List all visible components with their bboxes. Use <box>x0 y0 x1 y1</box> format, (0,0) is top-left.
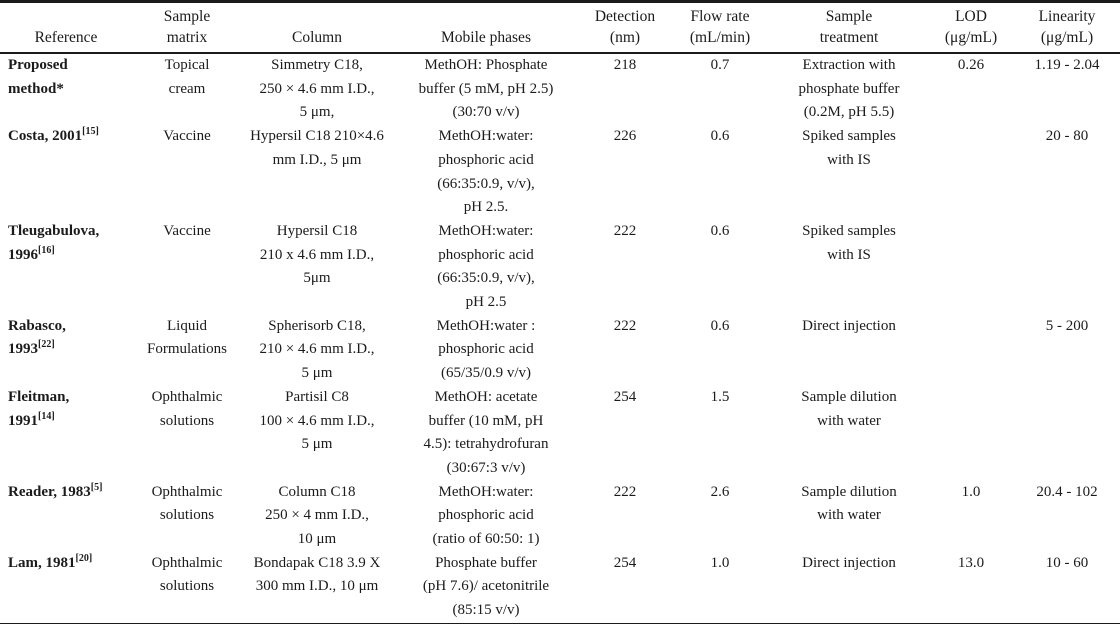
column-cell: Column C18 250 × 4 mm I.D., 10 μm <box>265 483 369 548</box>
reference-cell: Costa, 2001[15] <box>0 125 132 220</box>
sample-matrix-cell: Vaccine <box>163 222 211 239</box>
detection-cell: 254 <box>613 554 637 571</box>
sample-matrix-cell: Liquid Formulations <box>146 317 227 358</box>
flow-rate-cell: 1.5 <box>710 388 730 405</box>
sample-treatment-cell: Spiked samples with IS <box>802 222 896 263</box>
detection-cell: 222 <box>613 222 637 239</box>
sample-matrix-cell: Ophthalmic solutions <box>151 388 223 429</box>
linearity-cell: 20.4 - 102 <box>1036 483 1098 500</box>
column-header-linearity: Linearity (μg/mL) <box>1014 1 1120 54</box>
reference-cell: Reader, 1983[5] <box>0 481 132 552</box>
lod-cell <box>928 315 1014 386</box>
flow-rate-cell: 0.6 <box>710 317 730 334</box>
sample-matrix-cell: Topical cream <box>164 57 210 97</box>
sample-matrix-cell: Ophthalmic solutions <box>151 554 223 595</box>
flow-rate-cell: 0.7 <box>710 57 730 73</box>
sample-matrix-cell: Vaccine <box>163 128 211 145</box>
sample-treatment-cell: Direct injection <box>802 554 896 571</box>
flow-rate-cell: 0.6 <box>710 222 730 239</box>
reference-text: Reader, 1983 <box>8 483 91 500</box>
detection-cell: 226 <box>613 128 637 145</box>
column-header-flow-rate: Flow rate (mL/min) <box>670 1 770 54</box>
flow-rate-cell: 2.6 <box>710 483 730 500</box>
reference-text: Fleitman, 1991 <box>8 388 70 429</box>
column-header-detection: Detection (nm) <box>580 1 670 54</box>
sample-treatment-cell: Direct injection <box>802 317 896 334</box>
linearity-cell: 10 - 60 <box>1045 554 1089 571</box>
linearity-cell: 5 - 200 <box>1045 317 1089 334</box>
detection-cell: 222 <box>613 483 637 500</box>
reference-cell: Lam, 1981[20] <box>0 552 132 624</box>
reference-citation: [15] <box>82 126 99 138</box>
column-cell: Bondapak C18 3.9 X 300 mm I.D., 10 μm <box>253 554 381 595</box>
flow-rate-cell: 1.0 <box>710 554 730 571</box>
reference-citation: [5] <box>90 481 103 493</box>
table-row: Lam, 1981[20] Ophthalmic solutions Bonda… <box>0 552 1120 624</box>
lod-cell <box>928 220 1014 315</box>
reference-citation: [14] <box>38 410 55 422</box>
reference-text: Costa, 2001 <box>8 128 83 145</box>
reference-citation: [22] <box>38 339 55 351</box>
reference-citation: [16] <box>38 244 55 256</box>
table-row: Tleugabulova, 1996[16] Vaccine Hypersil … <box>0 220 1120 315</box>
column-cell: Simmetry C18, 250 × 4.6 mm I.D., 5 μm, <box>259 57 375 121</box>
column-header-column: Column <box>242 1 392 54</box>
reference-cell: Proposed method* <box>0 53 132 125</box>
sample-treatment-cell: Extraction with phosphate buffer (0.2M, … <box>798 57 900 121</box>
detection-cell: 218 <box>613 57 637 73</box>
reference-cell: Fleitman, 1991[14] <box>0 386 132 481</box>
sample-treatment-cell: Spiked samples with IS <box>802 128 896 168</box>
lod-cell <box>928 125 1014 220</box>
column-header-reference: Reference <box>0 1 132 54</box>
lod-cell: 1.0 <box>961 483 981 500</box>
table-header: Reference Sample matrix Column Mobile ph… <box>0 1 1120 54</box>
flow-rate-cell: 0.6 <box>710 128 730 145</box>
mobile-phases-cell: MethOH:water: phosphoric acid (ratio of … <box>432 483 540 548</box>
column-header-sample-matrix: Sample matrix <box>132 1 242 54</box>
linearity-cell: 20 - 80 <box>1045 128 1089 145</box>
sample-treatment-cell: Sample dilution with water <box>801 388 897 429</box>
column-header-mobile-phases: Mobile phases <box>392 1 580 54</box>
reference-text: Tleugabulova, 1996 <box>8 222 100 263</box>
reference-cell: Rabasco, 1993[22] <box>0 315 132 386</box>
table-row: Fleitman, 1991[14] Ophthalmic solutions … <box>0 386 1120 481</box>
sample-treatment-cell: Sample dilution with water <box>801 483 897 524</box>
mobile-phases-cell: MethOH:water: phosphoric acid (66:35:0.9… <box>437 128 535 216</box>
detection-cell: 254 <box>613 388 637 405</box>
mobile-phases-cell: MethOH:water : phosphoric acid (65/35/0.… <box>436 317 536 382</box>
column-header-lod: LOD (μg/mL) <box>928 1 1014 54</box>
reference-text: Rabasco, 1993 <box>8 317 66 358</box>
column-header-sample-treatment: Sample treatment <box>770 1 928 54</box>
column-cell: Partisil C8 100 × 4.6 mm I.D., 5 μm <box>259 388 375 453</box>
table-body: Proposed method* Topical cream Simmetry … <box>0 53 1120 624</box>
mobile-phases-cell: MethOH: acetate buffer (10 mM, pH 4.5): … <box>423 388 549 476</box>
lod-cell: 0.26 <box>957 57 985 73</box>
reference-citation: [20] <box>75 552 93 564</box>
table-row: Reader, 1983[5] Ophthalmic solutions Col… <box>0 481 1120 552</box>
table-row: Rabasco, 1993[22] Liquid Formulations Sp… <box>0 315 1120 386</box>
reference-cell: Tleugabulova, 1996[16] <box>0 220 132 315</box>
column-cell: Hypersil C18 210 x 4.6 mm I.D., 5μm <box>259 222 375 287</box>
linearity-cell: 1.19 - 2.04 <box>1034 57 1100 73</box>
detection-cell: 222 <box>613 317 637 334</box>
table-row: Costa, 2001[15] Vaccine Hypersil C18 210… <box>0 125 1120 220</box>
sample-matrix-cell: Ophthalmic solutions <box>151 483 223 524</box>
reference-text: Proposed method* <box>8 57 68 97</box>
lod-cell <box>928 386 1014 481</box>
header-row: Reference Sample matrix Column Mobile ph… <box>0 1 1120 54</box>
lod-cell: 13.0 <box>957 554 985 571</box>
mobile-phases-cell: Phosphate buffer (pH 7.6)/ acetonitrile … <box>422 554 550 619</box>
linearity-cell <box>1014 386 1120 481</box>
mobile-phases-cell: MethOH: Phosphate buffer (5 mM, pH 2.5) … <box>418 57 554 121</box>
column-cell: Spherisorb C18, 210 × 4.6 mm I.D., 5 μm <box>259 317 375 382</box>
column-cell: Hypersil C18 210×4.6 mm I.D., 5 μm <box>250 128 384 168</box>
linearity-cell <box>1014 220 1120 315</box>
mobile-phases-cell: MethOH:water: phosphoric acid (66:35:0.9… <box>437 222 535 311</box>
reference-text: Lam, 1981 <box>8 554 76 571</box>
table-row: Proposed method* Topical cream Simmetry … <box>0 53 1120 125</box>
